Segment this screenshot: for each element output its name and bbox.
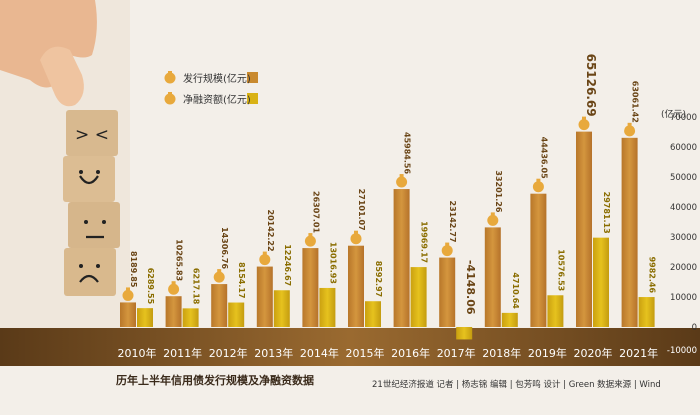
- y-tick-label: 50000: [670, 173, 697, 183]
- legend-label-net: 净融资额(亿元): [183, 94, 251, 106]
- credit-line: 21世纪经济报道 记者 | 杨志锦 编辑 | 包芳鸣 设计 | Green 数据…: [372, 380, 661, 390]
- x-tick-label: 2021年: [619, 346, 658, 360]
- money-bag-icon: [213, 269, 225, 283]
- x-tick-label: 2014年: [300, 346, 339, 360]
- data-label-net: 6289.55: [146, 268, 155, 305]
- data-label-net: 10576.53: [556, 249, 565, 291]
- data-label-issue: 26307.01: [311, 191, 320, 233]
- bar-issue: [621, 137, 638, 327]
- chart-title: 历年上半年信用债发行规模及净融资数据: [116, 374, 314, 387]
- bar-issue: [256, 266, 273, 327]
- decorative-hand-blocks-image: > <: [0, 0, 130, 340]
- data-label-issue: 65126.69: [584, 54, 598, 117]
- y-tick-label: 40000: [670, 203, 697, 213]
- bar-net: [228, 302, 245, 327]
- bar-issue: [484, 227, 501, 327]
- y-tick-label: 70000: [670, 113, 697, 123]
- x-tick-label: 2015年: [346, 346, 385, 360]
- x-tick-label: 2012年: [209, 346, 248, 360]
- x-tick-label: 2017年: [437, 346, 476, 360]
- bar-net: [365, 301, 381, 327]
- data-label-issue: 8189.85: [129, 251, 138, 288]
- money-bag-icon: [164, 71, 176, 84]
- money-bag-icon: [304, 233, 316, 247]
- bar-issue: [530, 193, 547, 327]
- bar-net: [501, 312, 518, 327]
- y-tick-label: 10000: [670, 293, 697, 303]
- bar-net: [137, 308, 153, 327]
- y-tick-label: 60000: [670, 143, 697, 153]
- data-label-issue: 10265.83: [175, 239, 184, 281]
- data-label-net: 9982.46: [648, 257, 657, 294]
- money-bag-icon: [624, 122, 636, 137]
- bar-issue: [576, 131, 592, 327]
- bar-net: [410, 267, 427, 327]
- legend-swatch-issue: [247, 71, 258, 83]
- money-bag-icon: [168, 281, 180, 295]
- y-tick-label: 0: [692, 323, 697, 333]
- legend-item-net: 净融资额(亿元): [163, 91, 258, 106]
- data-label-issue: 20142.22: [266, 210, 275, 252]
- money-bag-icon: [259, 251, 271, 266]
- svg-text:> <: > <: [75, 125, 109, 145]
- data-label-net: 6217.18: [192, 268, 201, 305]
- x-tick-label: 2013年: [254, 346, 293, 360]
- x-tick-label: 2011年: [163, 346, 202, 360]
- data-label-net: -4148.06: [464, 260, 477, 315]
- footer-band: [0, 366, 700, 415]
- bar-net: [593, 237, 609, 327]
- data-label-issue: 44436.05: [539, 137, 548, 179]
- bar-issue: [302, 248, 319, 327]
- money-bag-icon: [164, 92, 176, 105]
- money-bag-icon: [122, 287, 134, 301]
- data-label-issue: 23142.77: [448, 201, 457, 243]
- bar-net: [182, 308, 199, 327]
- data-label-net: 13016.93: [328, 242, 337, 284]
- data-label-net: 19969.17: [420, 221, 429, 263]
- data-label-net: 29781.13: [602, 192, 611, 234]
- bar-net: [547, 295, 564, 327]
- bar-net: [638, 297, 655, 327]
- data-label-net: 4710.64: [511, 272, 520, 309]
- data-label-net: 12246.67: [283, 244, 292, 286]
- bar-issue: [439, 257, 456, 327]
- money-bag-icon: [396, 174, 408, 188]
- data-label-issue: 45984.56: [403, 132, 412, 174]
- bar-net: [456, 327, 473, 340]
- legend-label-issue: 发行规模(亿元): [183, 73, 251, 85]
- y-axis-unit: (亿元): [661, 110, 687, 120]
- money-bag-icon: [441, 242, 453, 257]
- data-label-issue: 27101.07: [357, 189, 366, 231]
- money-bag-icon: [487, 212, 499, 226]
- bar-issue: [393, 189, 410, 327]
- bar-issue: [211, 284, 228, 327]
- bottom-band: [0, 328, 700, 366]
- bar-net: [273, 290, 290, 327]
- legend-swatch-net: [247, 92, 258, 104]
- legend-item-issue: 发行规模(亿元): [163, 70, 258, 85]
- x-tick-label: 2016年: [391, 346, 430, 360]
- bar-issue: [165, 296, 182, 327]
- data-label-issue: 63061.42: [631, 81, 640, 123]
- bar-issue: [120, 302, 136, 327]
- bar-issue: [348, 245, 364, 327]
- x-tick-label: 2020年: [574, 346, 613, 360]
- x-tick-label: 2018年: [482, 346, 521, 360]
- money-bag-icon: [532, 178, 544, 193]
- money-bag-icon: [350, 230, 362, 245]
- y-tick-label: -10000: [667, 346, 697, 356]
- data-label-issue: 14306.76: [220, 227, 229, 269]
- x-tick-label: 2019年: [528, 346, 567, 360]
- bar-net: [319, 287, 336, 327]
- money-bag-icon: [578, 116, 590, 131]
- y-tick-label: 30000: [670, 233, 697, 243]
- data-label-net: 8592.97: [374, 261, 383, 297]
- data-label-issue: 33201.26: [494, 170, 503, 212]
- x-tick-label: 2010年: [118, 346, 157, 360]
- y-tick-label: 20000: [670, 263, 697, 273]
- data-label-net: 8154.17: [237, 262, 246, 298]
